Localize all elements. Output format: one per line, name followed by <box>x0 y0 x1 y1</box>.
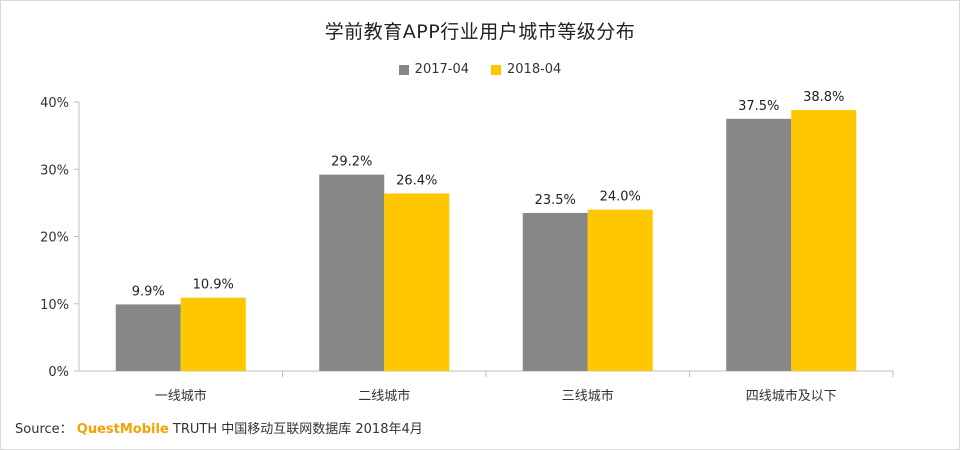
source-note: Source： QuestMobile TRUTH 中国移动互联网数据库 201… <box>15 418 423 437</box>
bar <box>180 297 246 371</box>
bar <box>587 209 653 371</box>
data-label: 10.9% <box>193 278 234 293</box>
source-brand: QuestMobile <box>76 422 169 437</box>
y-tick-label: 0% <box>48 365 69 380</box>
data-label: 26.4% <box>396 173 437 188</box>
bar <box>384 193 450 371</box>
chart-title: 学前教育APP行业用户城市等级分布 <box>324 21 636 43</box>
x-category-label: 三线城市 <box>562 388 614 404</box>
x-category-label: 四线城市及以下 <box>746 388 837 404</box>
y-tick-label: 30% <box>40 163 69 178</box>
legend-label-series-1: 2017-04 <box>414 62 469 77</box>
legend-item-series-1: 2017-04 <box>398 62 469 77</box>
y-tick-label: 40% <box>40 96 69 111</box>
legend-swatch-series-1 <box>398 64 409 75</box>
data-label: 23.5% <box>535 193 576 208</box>
data-label: 38.8% <box>803 90 844 105</box>
legend-label-series-2: 2018-04 <box>507 62 562 77</box>
bar <box>726 118 792 371</box>
data-label: 9.9% <box>132 284 165 299</box>
data-label: 29.2% <box>331 155 372 170</box>
data-label: 37.5% <box>738 99 779 114</box>
bar <box>115 304 181 371</box>
y-tick-label: 20% <box>40 231 69 246</box>
bar <box>522 212 588 371</box>
x-category-label: 一线城市 <box>155 388 207 404</box>
x-category-label: 二线城市 <box>358 388 410 404</box>
legend: 2017-04 2018-04 <box>1 62 959 77</box>
source-text: TRUTH 中国移动互联网数据库 2018年4月 <box>172 422 423 437</box>
legend-swatch-series-2 <box>491 64 501 75</box>
y-tick-label: 10% <box>40 298 69 313</box>
legend-item-series-2: 2018-04 <box>491 62 561 77</box>
bar <box>319 174 385 371</box>
bar <box>791 110 857 371</box>
data-label: 24.0% <box>600 190 641 205</box>
source-prefix: Source： <box>15 422 73 437</box>
